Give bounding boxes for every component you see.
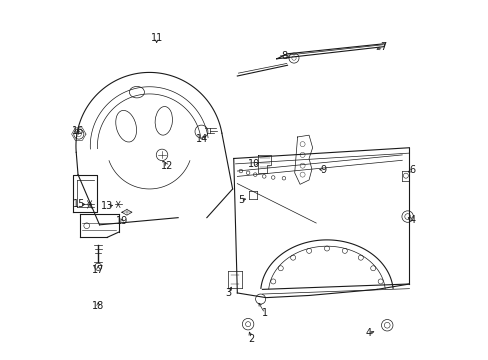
Text: 17: 17 (92, 265, 104, 275)
Text: 2: 2 (248, 333, 254, 343)
Text: 5: 5 (237, 195, 244, 205)
Text: 14: 14 (196, 134, 208, 144)
Text: 4: 4 (408, 215, 414, 225)
Text: 11: 11 (150, 33, 163, 43)
Text: 6: 6 (408, 165, 414, 175)
Text: 15: 15 (73, 199, 85, 210)
Text: 19: 19 (116, 216, 128, 226)
Text: 10: 10 (248, 159, 260, 169)
Text: 4: 4 (365, 328, 370, 338)
Text: 16: 16 (71, 126, 84, 135)
Text: 3: 3 (225, 288, 231, 298)
Text: 7: 7 (380, 42, 386, 52)
Text: 1: 1 (262, 309, 267, 318)
Text: 13: 13 (101, 201, 113, 211)
Text: 8: 8 (281, 51, 287, 61)
Text: 18: 18 (92, 301, 104, 311)
Text: 12: 12 (161, 161, 173, 171)
Text: 9: 9 (320, 165, 326, 175)
